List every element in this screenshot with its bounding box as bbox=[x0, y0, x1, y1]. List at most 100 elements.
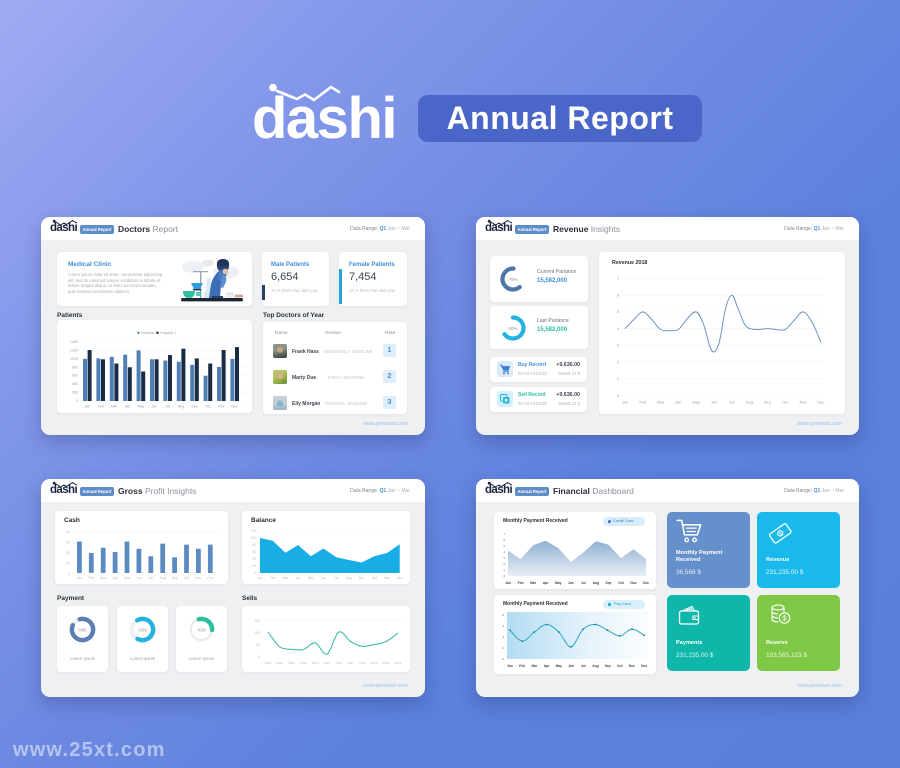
svg-text:2017: 2017 bbox=[347, 661, 354, 665]
svg-text:30: 30 bbox=[66, 541, 70, 545]
svg-text:May: May bbox=[138, 405, 145, 409]
svg-text:Aug: Aug bbox=[592, 664, 598, 668]
svg-text:200: 200 bbox=[72, 391, 78, 395]
svg-text:Jan: Jan bbox=[505, 581, 511, 585]
svg-text:Jun: Jun bbox=[136, 576, 142, 580]
svg-text:Apr: Apr bbox=[543, 581, 549, 585]
svg-text:Feb: Feb bbox=[519, 664, 525, 668]
svg-text:7: 7 bbox=[503, 532, 505, 536]
svg-text:1: 1 bbox=[617, 376, 620, 381]
svg-text:2019: 2019 bbox=[371, 661, 378, 665]
svg-text:May: May bbox=[124, 576, 131, 580]
svg-text:Feb: Feb bbox=[88, 576, 94, 580]
svg-text:Aug: Aug bbox=[346, 576, 352, 580]
svg-text:10: 10 bbox=[66, 562, 70, 566]
svg-text:0: 0 bbox=[68, 572, 70, 576]
svg-text:1: 1 bbox=[503, 568, 505, 572]
svg-text:Hospital 2: Hospital 2 bbox=[160, 331, 176, 335]
svg-text:Apr: Apr bbox=[296, 576, 302, 580]
svg-text:Jan: Jan bbox=[257, 576, 262, 580]
svg-text:Mar: Mar bbox=[111, 405, 118, 409]
svg-text:2015: 2015 bbox=[324, 661, 331, 665]
svg-text:2: 2 bbox=[617, 359, 620, 364]
svg-text:3: 3 bbox=[617, 343, 620, 348]
svg-text:Nov: Nov bbox=[195, 576, 201, 580]
svg-text:Dec: Dec bbox=[643, 581, 649, 585]
svg-text:0: 0 bbox=[503, 574, 505, 578]
svg-text:Sep: Sep bbox=[191, 405, 197, 409]
svg-text:Jun: Jun bbox=[151, 405, 157, 409]
svg-text:7: 7 bbox=[617, 276, 620, 281]
svg-text:Mar: Mar bbox=[100, 576, 107, 580]
svg-text:Mar: Mar bbox=[283, 576, 289, 580]
svg-text:Nov: Nov bbox=[630, 581, 636, 585]
svg-text:40: 40 bbox=[252, 557, 256, 561]
svg-text:2016: 2016 bbox=[335, 661, 342, 665]
svg-text:Jul: Jul bbox=[729, 400, 734, 405]
svg-text:Dec: Dec bbox=[231, 405, 238, 409]
svg-text:May: May bbox=[555, 581, 562, 585]
svg-text:2013: 2013 bbox=[300, 661, 307, 665]
svg-text:May: May bbox=[556, 664, 563, 668]
svg-text:80: 80 bbox=[252, 543, 256, 547]
svg-text:Apr: Apr bbox=[112, 576, 118, 580]
svg-text:0: 0 bbox=[258, 655, 260, 659]
svg-text:2014: 2014 bbox=[312, 661, 319, 665]
svg-text:Jan: Jan bbox=[507, 664, 513, 668]
svg-text:2018: 2018 bbox=[359, 661, 366, 665]
svg-text:1400: 1400 bbox=[70, 340, 78, 344]
svg-text:8: 8 bbox=[502, 613, 504, 617]
svg-text:Feb: Feb bbox=[98, 405, 104, 409]
svg-text:Mar: Mar bbox=[530, 581, 537, 585]
svg-text:6: 6 bbox=[503, 538, 505, 542]
svg-text:Oct: Oct bbox=[184, 576, 189, 580]
svg-text:Sep: Sep bbox=[605, 581, 611, 585]
svg-text:Apr: Apr bbox=[675, 400, 682, 405]
svg-text:800: 800 bbox=[72, 365, 78, 369]
svg-text:3: 3 bbox=[503, 556, 505, 560]
svg-text:%30: %30 bbox=[197, 627, 206, 632]
svg-text:5: 5 bbox=[617, 309, 620, 314]
svg-text:Feb: Feb bbox=[270, 576, 276, 580]
svg-text:Apr: Apr bbox=[544, 664, 550, 668]
svg-text:Jun: Jun bbox=[711, 400, 717, 405]
svg-text:2: 2 bbox=[503, 562, 505, 566]
svg-text:20: 20 bbox=[66, 551, 70, 555]
svg-text:Jul: Jul bbox=[581, 664, 586, 668]
svg-text:1000: 1000 bbox=[70, 357, 78, 361]
svg-text:Dec: Dec bbox=[397, 576, 403, 580]
svg-text:60: 60 bbox=[252, 550, 256, 554]
svg-text:2012: 2012 bbox=[288, 661, 295, 665]
svg-text:40: 40 bbox=[66, 530, 70, 534]
svg-text:Feb: Feb bbox=[639, 400, 647, 405]
svg-text:2: 2 bbox=[502, 646, 504, 650]
svg-text:Jun: Jun bbox=[321, 576, 326, 580]
svg-text:4: 4 bbox=[617, 326, 620, 331]
svg-text:60%: 60% bbox=[508, 326, 517, 331]
svg-text:Aug: Aug bbox=[746, 400, 753, 405]
svg-text:Dec: Dec bbox=[207, 576, 213, 580]
svg-text:400: 400 bbox=[72, 382, 78, 386]
svg-text:50: 50 bbox=[256, 643, 260, 647]
svg-text:Jul: Jul bbox=[581, 581, 586, 585]
svg-text:Jul: Jul bbox=[149, 576, 154, 580]
svg-text:Dec: Dec bbox=[817, 400, 824, 405]
svg-text:100: 100 bbox=[251, 536, 257, 540]
svg-text:6: 6 bbox=[617, 293, 620, 298]
svg-text:5: 5 bbox=[503, 544, 505, 548]
svg-text:Jan: Jan bbox=[622, 400, 628, 405]
svg-text:Jun: Jun bbox=[568, 664, 574, 668]
svg-text:Jan: Jan bbox=[84, 405, 90, 409]
svg-text:Hospital 1: Hospital 1 bbox=[141, 331, 157, 335]
svg-text:Aug: Aug bbox=[178, 405, 184, 409]
svg-text:Apr: Apr bbox=[125, 405, 131, 409]
svg-text:Jul: Jul bbox=[334, 576, 338, 580]
svg-text:120: 120 bbox=[251, 529, 257, 533]
svg-text:May: May bbox=[308, 576, 314, 580]
svg-text:70%: 70% bbox=[508, 277, 517, 282]
svg-text:$: $ bbox=[782, 614, 787, 623]
svg-text:%66: %66 bbox=[138, 627, 147, 632]
svg-text:4: 4 bbox=[503, 550, 505, 554]
svg-text:Dec: Dec bbox=[641, 664, 647, 668]
svg-text:Oct: Oct bbox=[617, 664, 623, 668]
